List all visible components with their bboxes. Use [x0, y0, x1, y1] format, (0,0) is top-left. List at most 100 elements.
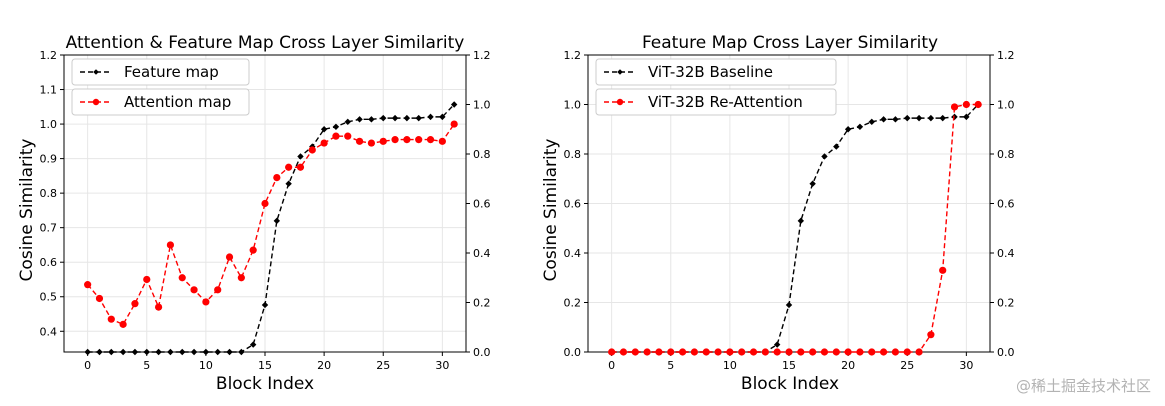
chart-feature-map: Feature Map Cross Layer Similarity Block… [541, 33, 1015, 394]
data-point [95, 294, 104, 303]
data-point [154, 303, 163, 311]
data-point [619, 348, 628, 356]
data-point [904, 114, 911, 122]
y-tick-label: 1.2 [40, 49, 58, 62]
data-point [915, 348, 923, 356]
data-point [84, 348, 91, 356]
data-point [773, 341, 781, 348]
legend-marker [616, 98, 624, 106]
data-point [809, 180, 816, 187]
data-point [738, 348, 746, 356]
legend-marker [93, 69, 99, 75]
legend-box [71, 88, 250, 116]
data-point [403, 114, 411, 122]
y-tick-label: 0.4 [564, 247, 582, 260]
data-point [892, 116, 899, 123]
data-point [308, 146, 316, 154]
data-point [891, 348, 900, 356]
data-point [285, 163, 293, 171]
x-tick-label: 15 [782, 359, 796, 372]
data-point [179, 348, 186, 356]
y2-tick-label: 0.4 [997, 247, 1015, 260]
data-point [84, 281, 92, 289]
data-point [296, 163, 305, 171]
data-point [927, 331, 935, 339]
data-point [856, 348, 864, 356]
watermark-text: @稀土掘金技术社区 [1015, 377, 1151, 395]
legend-label: ViT-32B Baseline [648, 63, 773, 81]
data-point [915, 114, 923, 122]
chart-title: Feature Map Cross Layer Similarity [642, 33, 938, 53]
legend-label: Feature map [124, 63, 219, 81]
series-line [87, 104, 455, 353]
x-tick-label: 25 [900, 359, 914, 372]
legend-marker [617, 69, 623, 75]
data-point [655, 348, 663, 356]
data-point [238, 348, 245, 356]
data-point [797, 217, 805, 225]
data-point [951, 113, 958, 121]
legend-marker [92, 98, 100, 106]
y2-tick-label: 0.0 [997, 346, 1015, 359]
data-point [821, 153, 828, 160]
data-point [391, 136, 399, 144]
series-line [611, 104, 979, 353]
data-point [702, 348, 710, 356]
data-point [963, 113, 970, 121]
data-point [214, 348, 221, 356]
data-point [450, 120, 458, 128]
data-point [261, 301, 269, 309]
y-tick-label: 0.4 [40, 325, 58, 338]
data-point [868, 118, 875, 126]
data-point [178, 274, 186, 282]
data-point [820, 348, 829, 356]
y2-tick-label: 0.2 [473, 297, 491, 310]
x-tick-label: 15 [258, 359, 272, 372]
data-point [119, 348, 127, 356]
x-axis-label: Block Index [216, 374, 314, 394]
data-point [214, 286, 222, 294]
data-point [678, 348, 687, 356]
data-point [225, 253, 234, 261]
data-point [297, 153, 304, 160]
y2-tick-label: 0.0 [473, 346, 491, 359]
x-axis-label: Block Index [741, 374, 839, 394]
y2-tick-label: 0.6 [997, 198, 1015, 211]
data-point [939, 114, 946, 122]
data-point [320, 126, 328, 133]
y-axis-label: Cosine Similarity [17, 139, 37, 282]
x-tick-label: 30 [435, 359, 449, 372]
data-point [202, 348, 210, 356]
data-point [249, 246, 257, 254]
data-point [643, 348, 651, 356]
data-point [856, 123, 864, 130]
data-point [344, 132, 352, 140]
y2-tick-label: 0.4 [473, 247, 491, 260]
x-tick-label: 5 [667, 359, 674, 372]
y2-tick-label: 0.6 [473, 198, 491, 211]
data-point [261, 199, 269, 208]
x-tick-label: 20 [317, 359, 331, 372]
data-point [868, 348, 876, 356]
data-point [332, 123, 340, 130]
data-point [608, 348, 616, 356]
data-point [403, 136, 411, 144]
data-point [415, 114, 422, 122]
y-tick-label: 0.5 [40, 291, 58, 304]
data-point [155, 348, 162, 356]
y-tick-label: 0.6 [564, 198, 582, 211]
data-point [131, 300, 139, 308]
data-point [809, 348, 817, 356]
y-tick-label: 1.1 [40, 84, 58, 97]
data-point [273, 217, 281, 225]
legend-box [71, 58, 250, 86]
data-point [974, 100, 982, 109]
data-point [368, 116, 375, 123]
data-point [190, 286, 198, 294]
chart-attention-feature: Attention & Feature Map Cross Layer Simi… [17, 33, 491, 394]
y2-tick-label: 0.2 [997, 297, 1015, 310]
data-point [167, 348, 174, 356]
data-point [797, 348, 805, 356]
data-point [131, 348, 139, 356]
